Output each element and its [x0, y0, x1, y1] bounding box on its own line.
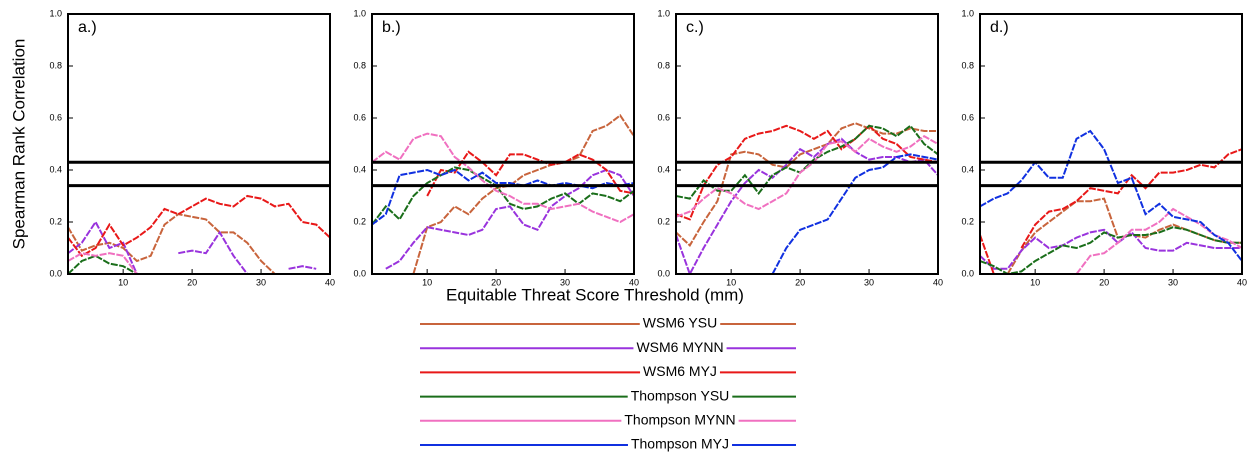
panel-title: c.): [686, 19, 704, 36]
y-tick-label: 0.4: [961, 164, 974, 174]
y-tick-label: 0.8: [657, 60, 670, 70]
plot-area: [372, 14, 634, 274]
y-tick-label: 0.6: [353, 112, 366, 122]
x-tick-label: 40: [1237, 277, 1247, 287]
series-line: [385, 168, 634, 270]
x-tick-label: 20: [187, 277, 197, 287]
x-tick-label: 30: [560, 277, 570, 287]
x-tick-label: 10: [118, 277, 128, 287]
series-line: [372, 166, 634, 226]
series-line: [676, 137, 938, 274]
x-tick-label: 30: [1168, 277, 1178, 287]
panel-title: a.): [78, 19, 97, 36]
y-tick-label: 0.4: [49, 164, 62, 174]
legend-label: Thompson YSU: [631, 387, 730, 403]
series-line: [68, 194, 330, 258]
legend-label: WSM6 YSU: [643, 315, 717, 331]
x-tick-label: 20: [491, 277, 501, 287]
x-tick-label: 10: [422, 277, 432, 287]
x-tick-label: 10: [726, 277, 736, 287]
plot-frame: [371, 13, 635, 275]
x-tick-label: 40: [629, 277, 639, 287]
series-group: [68, 194, 330, 274]
y-tick-label: 0.2: [657, 216, 670, 226]
series-line: [676, 124, 938, 200]
series-line: [980, 228, 1242, 270]
plot-area: [980, 14, 1242, 274]
y-tick-label: 0.6: [961, 112, 974, 122]
x-axis-label: Equitable Threat Score Threshold (mm): [446, 285, 744, 304]
series-line: [68, 252, 138, 274]
y-tick-label: 0.0: [353, 268, 366, 278]
y-tick-label: 0.2: [49, 216, 62, 226]
legend-label-bg: [639, 316, 721, 332]
y-tick-label: 0.4: [353, 164, 366, 174]
series-line: [372, 168, 634, 226]
legend-label-bg: [627, 437, 733, 453]
x-tick-label: 20: [1099, 277, 1109, 287]
x-tick-label: 40: [933, 277, 943, 287]
y-tick-label: 1.0: [961, 8, 974, 18]
x-tick-label: 30: [256, 277, 266, 287]
series-line: [676, 122, 938, 247]
series-group: [980, 129, 1242, 274]
series-line: [68, 254, 138, 274]
legend-label-bg: [627, 388, 733, 405]
y-tick-label: 0.8: [353, 60, 366, 70]
plot-area: [676, 14, 938, 274]
legend-label-bg: [633, 340, 727, 357]
y-tick-label: 0.0: [961, 268, 974, 278]
series-line: [771, 153, 938, 274]
panel-title: d.): [990, 19, 1009, 36]
legend-label: Thompson MYJ: [631, 436, 729, 452]
y-tick-label: 1.0: [49, 8, 62, 18]
legend-label: WSM6 MYNN: [636, 339, 723, 355]
panel-title: b.): [382, 19, 401, 36]
plot-frame: [67, 13, 331, 275]
y-tick-label: 0.8: [49, 60, 62, 70]
x-tick-label: 30: [864, 277, 874, 287]
series-line: [412, 113, 634, 274]
series-line: [68, 213, 276, 274]
y-tick-label: 1.0: [353, 8, 366, 18]
y-axis-label: Spearman Rank Correlation: [9, 39, 28, 250]
y-tick-label: 0.4: [657, 164, 670, 174]
x-tick-label: 20: [795, 277, 805, 287]
plot-frame: [979, 13, 1243, 275]
x-tick-label: 40: [325, 277, 335, 287]
y-tick-label: 0.0: [657, 268, 670, 278]
series-line: [980, 226, 1242, 274]
y-tick-label: 0.2: [353, 216, 366, 226]
x-tick-label: 10: [1030, 277, 1040, 287]
series-line: [676, 135, 938, 218]
legend-label-bg: [621, 412, 739, 429]
y-tick-label: 1.0: [657, 8, 670, 18]
series-line: [980, 129, 1242, 262]
legend-label: Thompson MYNN: [624, 412, 735, 428]
plot-area: [68, 14, 330, 274]
legend-label: WSM6 MYJ: [643, 363, 717, 379]
legend-label-bg: [640, 364, 720, 381]
series-line: [980, 148, 1242, 274]
y-tick-label: 0.6: [657, 112, 670, 122]
series-line: [372, 132, 634, 224]
plot-frame: [675, 13, 939, 275]
y-tick-label: 0.8: [961, 60, 974, 70]
y-tick-label: 0.0: [49, 268, 62, 278]
y-tick-label: 0.2: [961, 216, 974, 226]
y-tick-label: 0.6: [49, 112, 62, 122]
